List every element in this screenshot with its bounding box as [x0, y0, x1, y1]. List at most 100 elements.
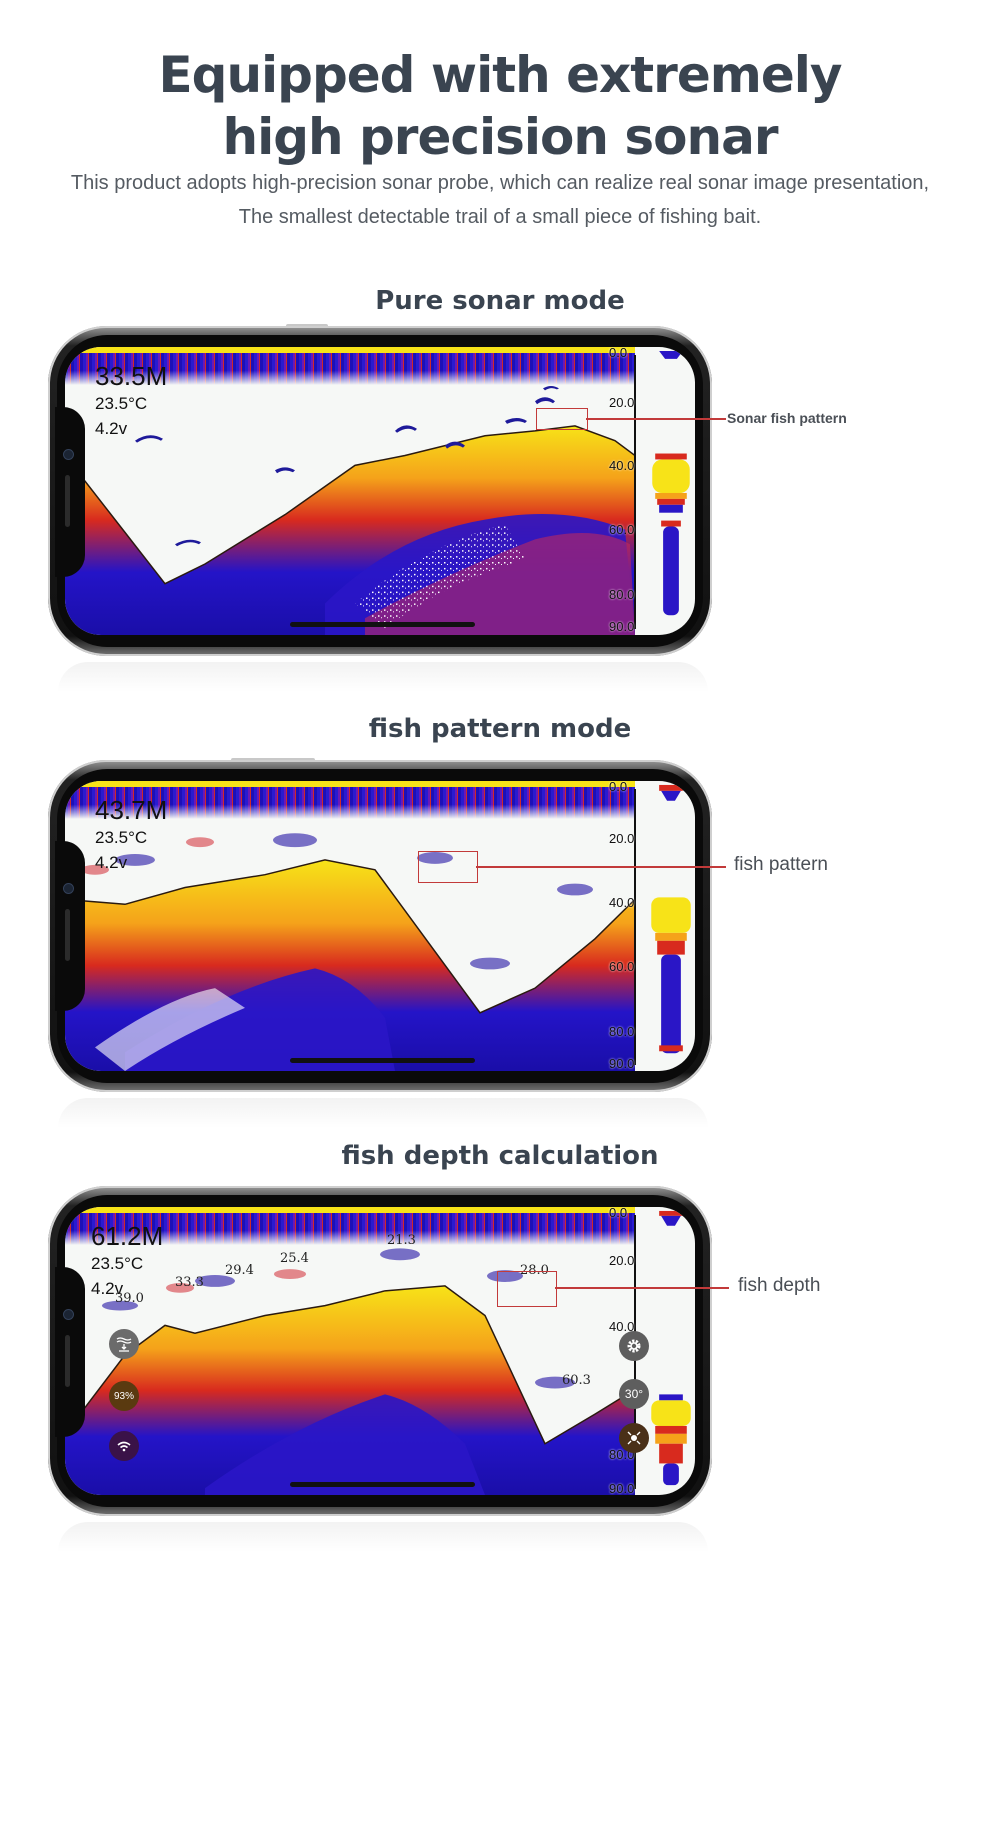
- front-camera-icon: [63, 883, 74, 894]
- sensitivity-icon: [627, 1431, 641, 1445]
- depth-readout: 43.7M: [95, 795, 168, 825]
- depth-scale: 0.0 20.0 40.0 60.0 80.0 90.0: [609, 781, 655, 1071]
- callout-label-sonar-fish-pattern: Sonar fish pattern: [727, 410, 847, 426]
- home-indicator: [290, 1058, 475, 1063]
- page-title: Equipped with extremely high precision s…: [0, 44, 1000, 168]
- front-camera-icon: [63, 1309, 74, 1320]
- wifi-button[interactable]: [109, 1431, 139, 1461]
- fish-depth-label: 25.4: [280, 1251, 309, 1266]
- phone-fish-pattern: 43.7M 23.5°C 4.2v 0.0 20.0 40.0 60.0 80.…: [48, 758, 828, 1180]
- page-title-line-1: Equipped with extremely: [158, 46, 843, 104]
- surface-clutter: [65, 787, 635, 819]
- speaker-grille: [65, 475, 70, 527]
- battery-label: 93%: [113, 1390, 134, 1402]
- signal-histogram: [651, 1210, 691, 1486]
- scale-label: 60.0: [609, 522, 635, 537]
- fish-depth-label: 60.3: [562, 1373, 591, 1388]
- phone-notch: [55, 841, 85, 1011]
- scale-label: 90.0: [609, 1481, 635, 1495]
- phone-notch: [55, 1267, 85, 1437]
- temperature-readout: 23.5°C: [95, 394, 148, 413]
- callout-label-fish-depth: fish depth: [738, 1275, 821, 1296]
- section-title-fish-depth: fish depth calculation: [341, 1141, 659, 1171]
- sensitivity-button[interactable]: [619, 1423, 649, 1453]
- sonar-screen: 33.5M 23.5°C 4.2v 0.0 20.0 40.0 60.0 80.…: [65, 347, 695, 635]
- voltage-readout: 4.2v: [95, 419, 128, 438]
- callout-line: [476, 866, 726, 868]
- page-title-line-2: high precision sonar: [222, 108, 778, 166]
- gear-icon: [627, 1339, 641, 1353]
- phone-bezel: 43.7M 23.5°C 4.2v 0.0 20.0 40.0 60.0 80.…: [55, 769, 703, 1083]
- sonar-display: 43.7M 23.5°C 4.2v: [65, 781, 635, 1071]
- phone-frame: 61.2M 23.5°C 4.2v 39.0 33.3 29.4 25.4 21…: [48, 1186, 712, 1516]
- phone-reflection: [58, 1522, 708, 1552]
- subtitle-line-1: This product adopts high-precision sonar…: [70, 172, 930, 194]
- fish-depth-label: 28.0: [520, 1263, 549, 1278]
- phone-reflection: [58, 1098, 708, 1128]
- battery-indicator: 93%: [109, 1381, 139, 1411]
- depth-scale: 0.0 20.0 40.0 60.0 80.0 90.0: [609, 347, 655, 635]
- depth-readout: 33.5M: [95, 361, 168, 391]
- subtitle-line-2: The smallest detectable trail of a small…: [238, 206, 762, 228]
- scale-label: 90.0: [609, 619, 635, 634]
- surface-band: [65, 781, 635, 787]
- depth-axis: [634, 789, 636, 1065]
- callout-line: [586, 418, 726, 420]
- phone-pure-sonar: 33.5M 23.5°C 4.2v 0.0 20.0 40.0 60.0 80.…: [48, 324, 847, 746]
- sonar-screen: 61.2M 23.5°C 4.2v 39.0 33.3 29.4 25.4 21…: [65, 1207, 695, 1495]
- surface-band: [65, 1207, 635, 1213]
- beam-angle-label: 30°: [624, 1387, 644, 1401]
- signal-histogram: [651, 784, 691, 1054]
- sonar-readout: 43.7M 23.5°C 4.2v: [95, 795, 167, 875]
- water-depth-button[interactable]: [109, 1329, 139, 1359]
- sonar-readout: 33.5M 23.5°C 4.2v: [95, 361, 167, 441]
- sonar-bottom-profile: [65, 833, 635, 1071]
- callout-box-fish-pattern: [418, 851, 478, 883]
- scale-label: 0.0: [609, 1207, 628, 1220]
- scale-label: 0.0: [609, 347, 628, 360]
- scale-label: 40.0: [609, 895, 635, 910]
- phone-bezel: 61.2M 23.5°C 4.2v 39.0 33.3 29.4 25.4 21…: [55, 1195, 703, 1507]
- phone-reflection: [58, 662, 708, 692]
- wifi-icon: [117, 1441, 131, 1452]
- signal-histogram: [652, 350, 690, 616]
- scale-label: 0.0: [609, 781, 628, 794]
- sonar-display: 61.2M 23.5°C 4.2v 39.0 33.3 29.4 25.4 21…: [65, 1207, 635, 1495]
- sonar-display: 33.5M 23.5°C 4.2v: [65, 347, 635, 635]
- scale-label: 20.0: [609, 395, 635, 410]
- phone-frame: 33.5M 23.5°C 4.2v 0.0 20.0 40.0 60.0 80.…: [48, 326, 712, 656]
- phone-fish-depth: 61.2M 23.5°C 4.2v 39.0 33.3 29.4 25.4 21…: [48, 1186, 828, 1606]
- settings-button[interactable]: [619, 1331, 649, 1361]
- home-indicator: [290, 1482, 475, 1487]
- beam-angle-button[interactable]: 30°: [619, 1379, 649, 1409]
- scale-label: 40.0: [609, 458, 635, 473]
- fish-depth-label: 29.4: [225, 1263, 254, 1278]
- surface-band: [65, 347, 635, 353]
- phone-notch: [55, 407, 85, 577]
- depth-axis: [634, 355, 636, 629]
- fish-depth-label: 21.3: [387, 1233, 416, 1248]
- surface-clutter: [65, 353, 635, 385]
- scale-label: 40.0: [609, 1319, 635, 1334]
- speaker-grille: [65, 1335, 70, 1387]
- sonar-bottom-profile: [65, 1248, 635, 1495]
- temperature-readout: 23.5°C: [91, 1254, 144, 1273]
- fish-depth-label: 39.0: [115, 1291, 144, 1306]
- depth-scale: 0.0 20.0 40.0 80.0 90.0 30°: [609, 1207, 655, 1495]
- callout-label-fish-pattern: fish pattern: [734, 854, 828, 875]
- surface-clutter: [65, 1213, 635, 1245]
- page-subtitle: This product adopts high-precision sonar…: [0, 166, 1000, 234]
- scale-label: 20.0: [609, 831, 635, 846]
- speaker-grille: [65, 909, 70, 961]
- depth-readout: 61.2M: [91, 1221, 164, 1251]
- scale-label: 90.0: [609, 1056, 635, 1071]
- section-title-fish-pattern: fish pattern mode: [368, 714, 632, 744]
- scale-label: 60.0: [609, 959, 635, 974]
- water-depth-icon: [116, 1337, 132, 1352]
- callout-box-fish-depth: [497, 1271, 557, 1307]
- scale-label: 80.0: [609, 587, 635, 602]
- phone-bezel: 33.5M 23.5°C 4.2v 0.0 20.0 40.0 60.0 80.…: [55, 335, 703, 647]
- voltage-readout: 4.2v: [95, 853, 128, 872]
- fish-depth-label: 33.3: [175, 1275, 204, 1290]
- sonar-screen: 43.7M 23.5°C 4.2v 0.0 20.0 40.0 60.0 80.…: [65, 781, 695, 1071]
